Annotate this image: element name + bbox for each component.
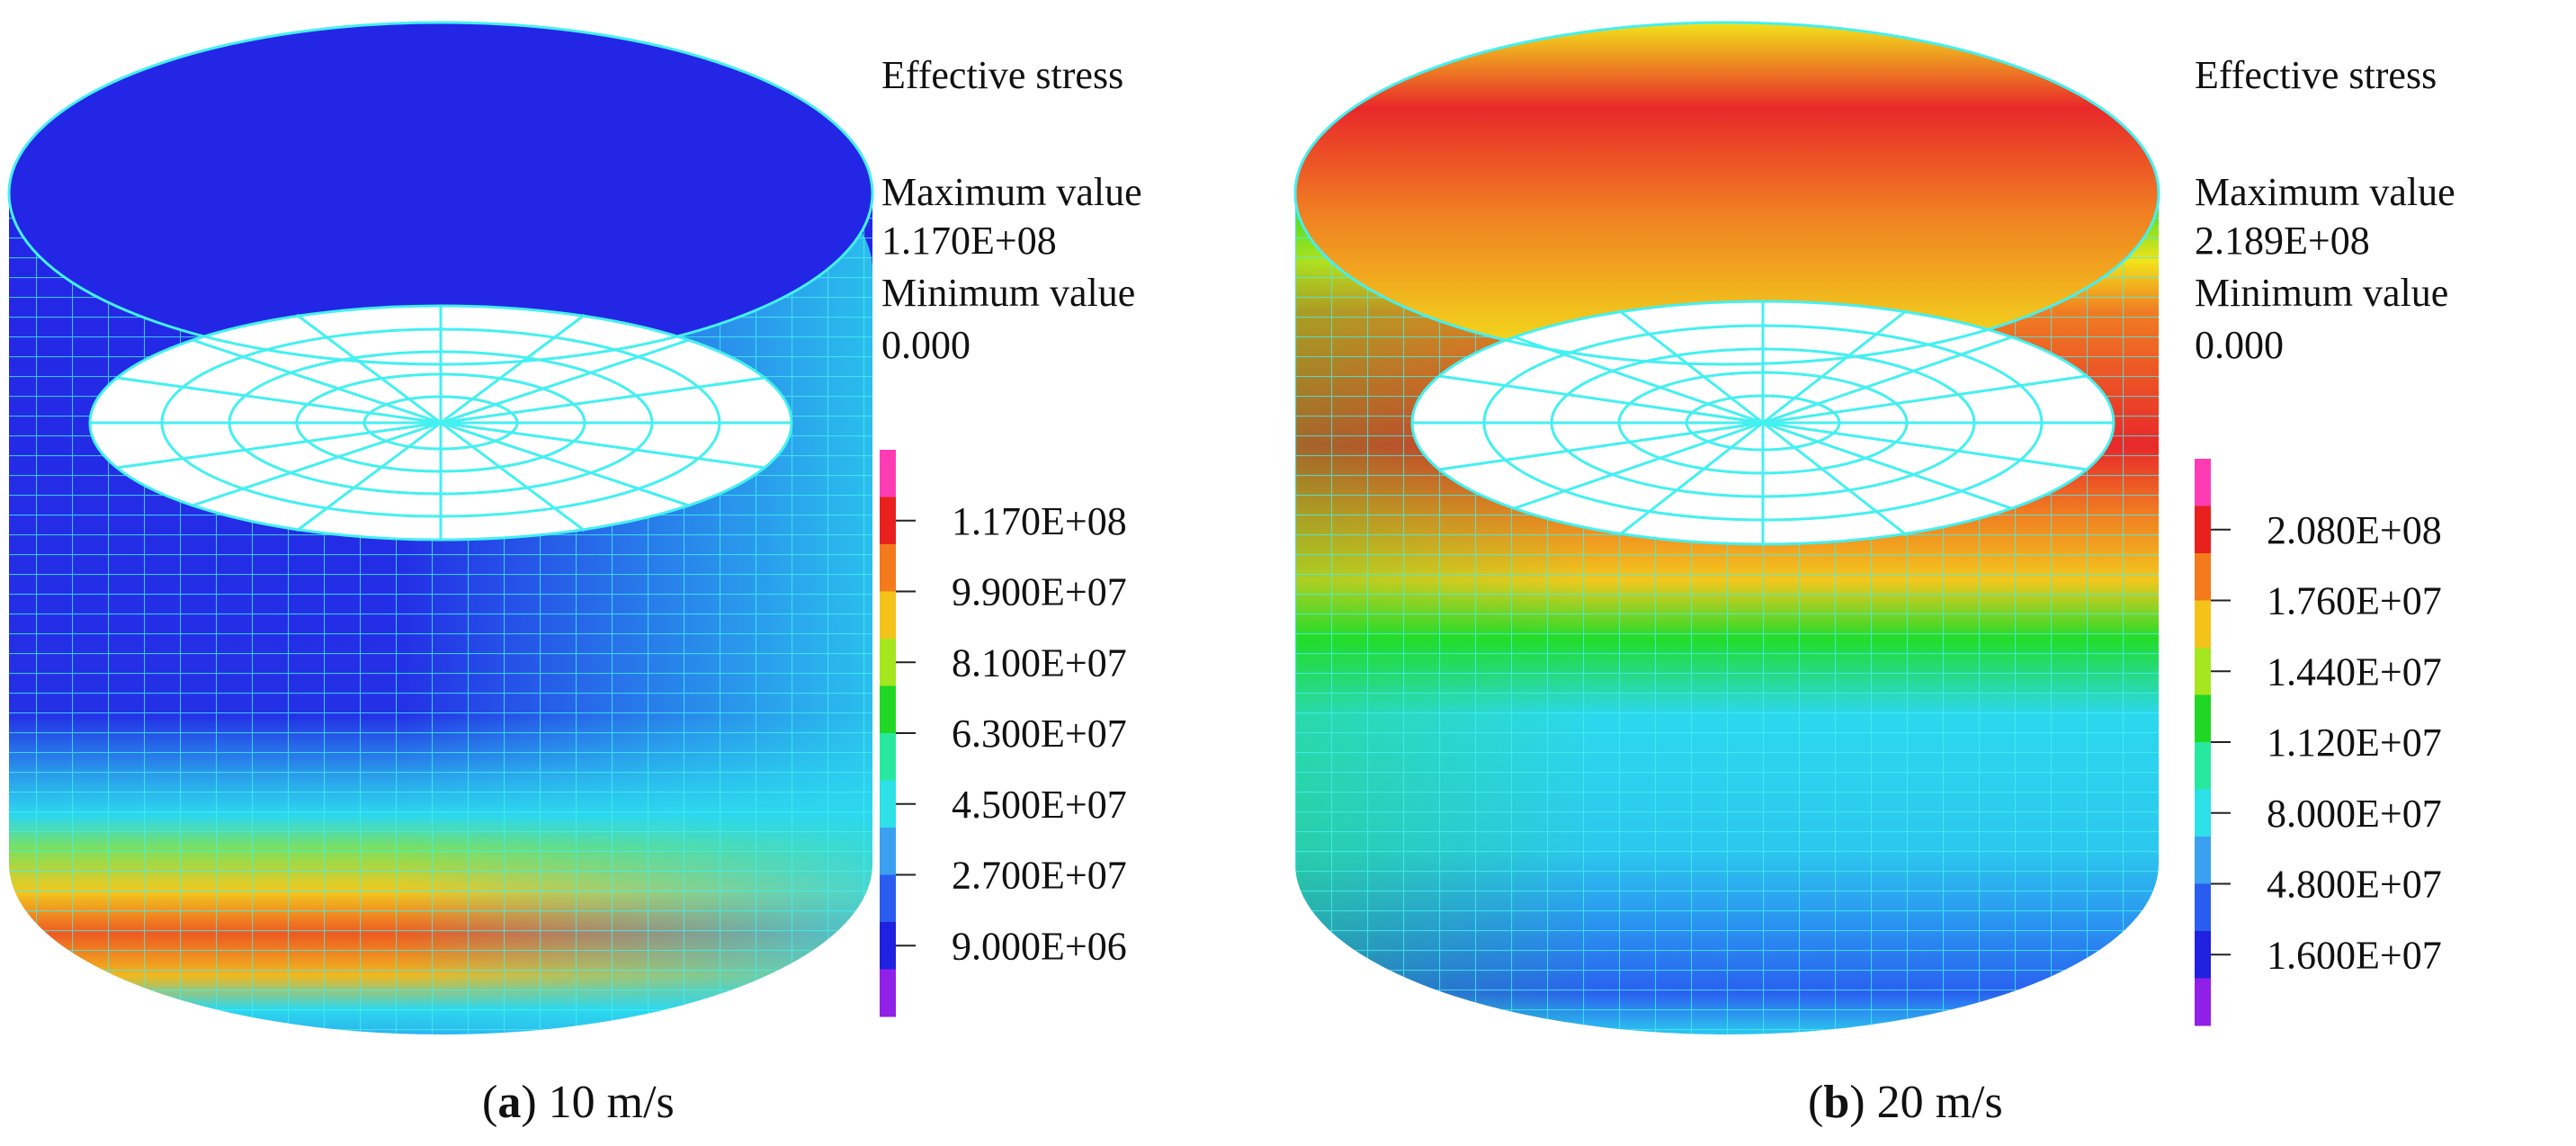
legend-swatch [880, 450, 896, 497]
legend-tick-label: 2.700E+07 [952, 854, 1127, 898]
caption-letter: b [1823, 1077, 1849, 1128]
legend-tick-label: 6.300E+07 [952, 712, 1127, 756]
legend-tick-label: 1.600E+07 [2267, 933, 2442, 977]
legend-swatch [880, 685, 896, 734]
tank-model-b [1293, 21, 2160, 1034]
max-label: Maximum value [2195, 170, 2455, 214]
color-legend: 1.170E+08 9.900E+07 8.100E+07 6.300E+07 4.50… [880, 450, 1127, 1017]
legend-swatch [2195, 837, 2211, 884]
min-value: 0.000 [2195, 323, 2284, 367]
legend-title: Effective stress [2195, 53, 2437, 97]
legend-tick-label: 4.800E+07 [2267, 863, 2442, 907]
legend-tick-label: 9.900E+07 [952, 570, 1127, 614]
legend-swatch [2195, 648, 2211, 695]
caption-a: (a) 10 m/s [482, 1077, 675, 1128]
legend-tick-label: 1.170E+08 [952, 499, 1127, 543]
legend-swatch [880, 639, 896, 686]
min-value: 0.000 [881, 323, 970, 367]
legend-swatch [880, 497, 896, 545]
caption-letter: a [497, 1077, 521, 1128]
legend-swatch [2195, 789, 2211, 837]
floor-mesh-b [1410, 300, 2115, 546]
legend-swatch [2195, 742, 2211, 790]
legend-swatch [2195, 506, 2211, 554]
color-legend: 2.080E+08 1.760E+07 1.440E+07 1.120E+07 8.00… [2195, 459, 2442, 1026]
legend-swatch [880, 874, 896, 923]
legend-tick-label: 1.760E+07 [2267, 579, 2442, 623]
legend-tick-label: 9.000E+06 [952, 924, 1127, 968]
legend-swatch [880, 922, 896, 970]
legend-swatch [2195, 978, 2211, 1026]
legend-swatch [2195, 694, 2211, 743]
min-label: Minimum value [881, 271, 1135, 315]
legend-tick-label: 2.080E+08 [2267, 508, 2442, 552]
legend-swatch [2195, 883, 2211, 932]
caption-text: 20 m/s [1865, 1077, 2003, 1128]
max-value: 2.189E+08 [2195, 219, 2370, 263]
floor-mesh-a [88, 304, 793, 542]
max-value: 1.170E+08 [881, 219, 1057, 263]
caption-text: 10 m/s [537, 1077, 675, 1128]
caption-b: (b) 20 m/s [1808, 1077, 2003, 1128]
panel-a: Effective stress Maximum value 1.170E+08… [7, 21, 1142, 1128]
legend-tick-label: 8.000E+07 [2267, 792, 2442, 836]
legend-title: Effective stress [881, 53, 1123, 97]
legend-swatch [880, 780, 896, 828]
legend-tick-label: 1.120E+07 [2267, 721, 2442, 765]
min-label: Minimum value [2195, 271, 2448, 315]
max-label: Maximum value [881, 170, 1142, 214]
legend-tick-label: 4.500E+07 [952, 783, 1127, 827]
panel-b: Effective stress Maximum value 2.189E+08… [1293, 21, 2455, 1128]
legend-swatch [880, 969, 896, 1017]
legend-tick-label: 1.440E+07 [2267, 649, 2442, 694]
legend-swatch [2195, 459, 2211, 506]
legend-swatch [880, 733, 896, 781]
legend-swatch [880, 828, 896, 875]
legend-tick-label: 8.100E+07 [952, 640, 1127, 685]
legend-swatch [880, 544, 896, 592]
legend-swatch [2195, 600, 2211, 649]
legend-swatch [2195, 553, 2211, 601]
legend-swatch [2195, 931, 2211, 979]
legend-swatch [880, 591, 896, 640]
tank-model-a [7, 21, 874, 1034]
